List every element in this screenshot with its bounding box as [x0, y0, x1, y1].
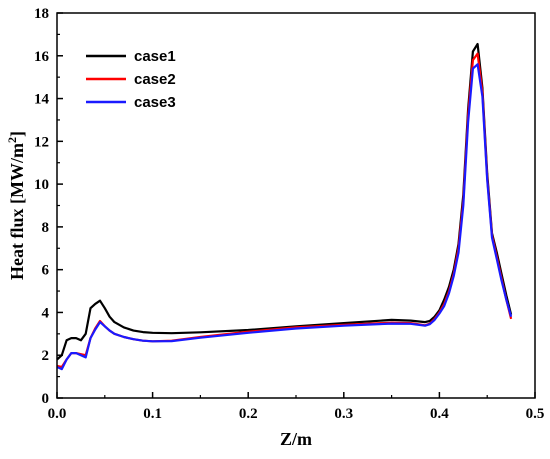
y-tick-label: 2	[42, 348, 50, 364]
legend-label-case2: case2	[134, 71, 176, 88]
y-tick-label: 16	[34, 49, 50, 65]
y-tick-label: 18	[34, 6, 49, 22]
series-layer	[56, 42, 513, 371]
x-tick-label: 0.4	[430, 406, 449, 422]
y-tick-label: 6	[42, 263, 50, 279]
plot-frame	[56, 12, 536, 399]
series-line-case1	[56, 42, 513, 361]
y-tick-label: 14	[34, 92, 50, 108]
x-tick-label: 0.1	[143, 406, 162, 422]
y-tick-label: 10	[34, 177, 49, 193]
series-line-case3	[56, 63, 513, 371]
y-axis-label-sup: 2	[5, 137, 19, 143]
y-tick-label: 12	[34, 134, 49, 150]
y-axis-label-main: Heat flux [MW/m	[7, 143, 27, 280]
x-tick-label: 0.3	[334, 406, 353, 422]
legend: case1 case2 case3	[86, 48, 176, 111]
legend-label-case3: case3	[134, 94, 176, 111]
y-tick-label: 4	[42, 305, 50, 321]
y-tick-label: 8	[42, 220, 50, 236]
ticks-layer: 0.0 0.1 0.2 0.3 0.4 0.5 0 2 4 6 8 10 12 14 16 18	[34, 6, 544, 422]
y-axis-label: Heat flux [MW/m2]	[5, 131, 27, 280]
y-axis-label-end: ]	[7, 131, 27, 137]
legend-label-case1: case1	[134, 48, 176, 65]
x-tick-label: 0.2	[239, 406, 258, 422]
y-tick-label: 0	[42, 391, 50, 407]
x-tick-label: 0.0	[48, 406, 67, 422]
series-line-case2	[56, 52, 513, 369]
x-axis-label: Z/m	[280, 429, 312, 449]
x-tick-label: 0.5	[526, 406, 545, 422]
